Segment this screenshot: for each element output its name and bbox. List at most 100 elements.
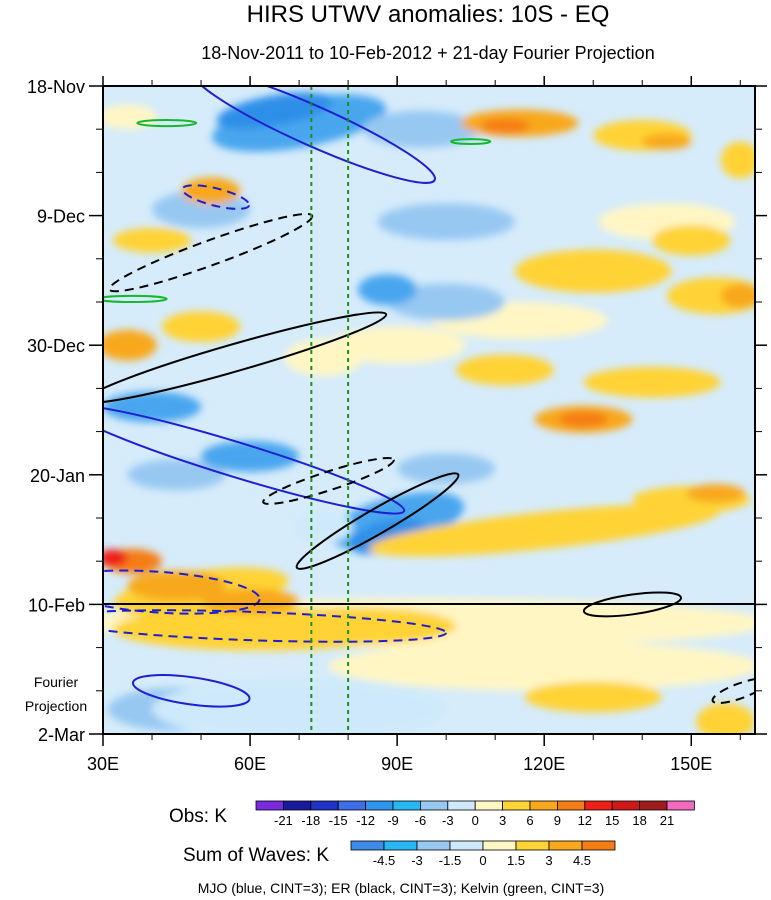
fourier-label-line1: Fourier: [34, 674, 79, 690]
obs-colorbar-swatch: [365, 800, 394, 811]
x-tick-label: 90E: [381, 754, 413, 774]
obs-colorbar-swatch: [282, 800, 312, 811]
obs-colorbar-level-label: 18: [632, 813, 646, 828]
obs-colorbar-level-label: -15: [329, 813, 348, 828]
anomaly-blob-sb: [362, 110, 481, 148]
obs-colorbar-level-label: -6: [415, 813, 427, 828]
anomaly-blob-org: [103, 329, 157, 361]
anomaly-blob-pale: [328, 326, 466, 364]
obs-colorbar-swatch: [392, 800, 421, 811]
anomaly-blob-org: [201, 588, 300, 614]
obs-colorbar-swatch: [447, 800, 476, 811]
er-contour: [295, 472, 460, 570]
obs-colorbar: Obs: K -21 -18 -15 -12 -9 -6 -3 0 3 6 9 12 15 18 21: [169, 800, 695, 828]
kelvin-contour: [450, 138, 492, 146]
obs-colorbar-level-label: 12: [578, 813, 592, 828]
anomaly-field: [103, 92, 755, 734]
obs-colorbar-swatch: [584, 800, 613, 811]
anomaly-blob-org: [686, 484, 746, 503]
obs-colorbar-level-label: -21: [274, 813, 293, 828]
anomaly-blob-yel: [652, 224, 731, 256]
obs-colorbar-swatch: [557, 800, 586, 811]
obs-colorbar-level-label: -18: [301, 813, 320, 828]
waves-colorbar-level-label: 0: [479, 853, 486, 868]
anomaly-blob-yel: [583, 366, 721, 398]
anomaly-field-shapes: [103, 92, 755, 734]
x-tick-label: 150E: [670, 754, 712, 774]
mjo-contour: [103, 404, 406, 515]
y-tick-label: 18-Nov: [27, 77, 85, 97]
obs-colorbar-level-label: 0: [472, 813, 479, 828]
waves-colorbar-level-label: 3: [545, 853, 552, 868]
anomaly-blob-yel: [524, 681, 662, 713]
mjo-contour: [131, 674, 251, 708]
waves-colorbar-swatch: [350, 840, 385, 851]
y-tick-label: 2-Mar: [38, 725, 85, 745]
waves-colorbar-swatch: [383, 840, 418, 851]
footer-note: MJO (blue, CINT=3); ER (black, CINT=3); …: [198, 880, 605, 896]
anomaly-blob-yel: [259, 607, 456, 645]
obs-colorbar-swatch: [529, 800, 558, 811]
obs-colorbar-level-label: 15: [605, 813, 619, 828]
waves-colorbar-swatch: [581, 840, 616, 851]
obs-colorbar-swatch: [419, 800, 449, 811]
obs-colorbar-swatch: [310, 800, 339, 811]
anomaly-blob-yel: [455, 354, 555, 386]
obs-colorbar-level-label: 3: [499, 813, 506, 828]
anomaly-blob-pale: [328, 641, 755, 691]
y-tick-label: 20-Jan: [30, 466, 85, 486]
obs-colorbar-swatch: [639, 800, 668, 811]
anomaly-blob-yel: [368, 504, 720, 557]
waves-colorbar-label: Sum of Waves: K: [183, 845, 329, 866]
y-axis: 18-Nov 9-Dec 30-Dec 20-Jan 10-Feb 2-Mar: [27, 77, 767, 745]
chart-subtitle: 18-Nov-2011 to 10-Feb-2012 + 21-day Four…: [201, 43, 654, 63]
obs-colorbar-level-label: 21: [660, 813, 674, 828]
kelvin-contour: [136, 118, 198, 128]
anomaly-blob-org: [720, 283, 755, 309]
obs-colorbar-level-label: 9: [554, 813, 561, 828]
obs-colorbar-swatch: [474, 800, 504, 811]
mjo-contour: [181, 184, 251, 210]
obs-colorbar-level-label: -12: [356, 813, 375, 828]
waves-colorbar-swatch: [416, 840, 451, 851]
obs-colorbar-label: Obs: K: [169, 806, 227, 827]
anomaly-blob-b: [357, 274, 417, 306]
er-contour: [582, 591, 683, 618]
x-tick-label: 30E: [87, 754, 119, 774]
waves-colorbar-swatch: [515, 840, 550, 851]
x-tick-label: 60E: [234, 754, 266, 774]
y-tick-label: 30-Dec: [27, 336, 85, 356]
anomaly-blob-sb: [387, 283, 505, 321]
anomaly-blob-sb: [377, 203, 515, 241]
er-contour: [103, 311, 388, 404]
anomaly-blob-dorg: [480, 118, 530, 134]
anomaly-blob-b: [103, 391, 202, 423]
fourier-label-line2: Projection: [25, 698, 87, 714]
anomaly-blob-org: [642, 133, 692, 150]
waves-colorbar-level-label: -4.5: [373, 853, 395, 868]
anomaly-blob-dorg: [558, 411, 608, 428]
anomaly-blob-sb: [397, 453, 496, 485]
obs-colorbar-swatch: [337, 800, 367, 811]
obs-colorbar-swatch: [255, 800, 284, 811]
mjo-contour: [191, 86, 436, 184]
obs-colorbar-swatch: [611, 800, 641, 811]
obs-colorbar-level-label: 6: [526, 813, 533, 828]
x-axis: 30E 60E 90E 120E 150E: [87, 76, 741, 774]
plot-frame: [102, 85, 756, 735]
x-tick-label: 120E: [523, 754, 565, 774]
anomaly-blob-org: [127, 570, 226, 602]
anomaly-blob-b: [201, 440, 300, 472]
anomaly-blob-org: [181, 177, 241, 205]
waves-colorbar-swatch: [449, 840, 484, 851]
er-contour: [711, 677, 755, 705]
waves-colorbar-level-label: -1.5: [439, 853, 461, 868]
obs-colorbar-swatch: [502, 800, 531, 811]
waves-colorbar-level-label: 4.5: [573, 853, 591, 868]
waves-colorbar: Sum of Waves: K -4.5 -3 -1.5 0 1.5 3 4.5: [183, 840, 616, 868]
anomaly-blob-yel: [161, 311, 241, 343]
waves-colorbar-level-label: -3: [411, 853, 423, 868]
obs-colorbar-level-label: -3: [442, 813, 454, 828]
reference-lines: [310, 86, 350, 734]
plot-area: [103, 86, 755, 734]
